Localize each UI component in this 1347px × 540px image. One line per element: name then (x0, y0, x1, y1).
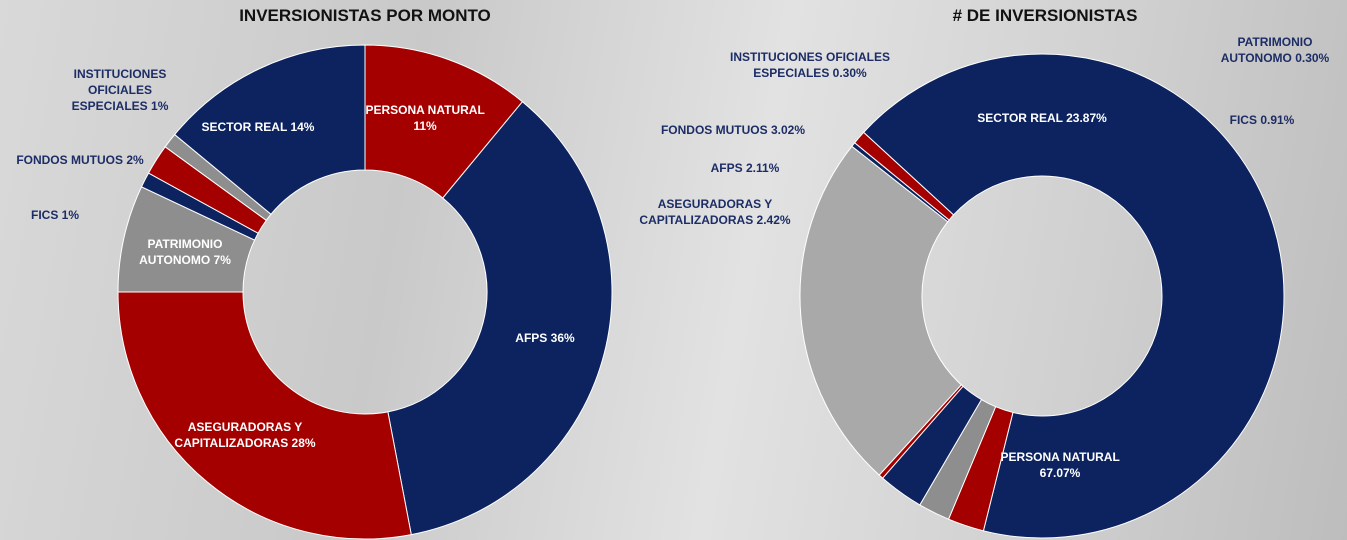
category-label: SECTOR REAL (201, 120, 288, 134)
value-label: 14% (290, 120, 315, 134)
data-label: INSTITUCIONES OFICIALES ESPECIALES 1% (50, 66, 190, 114)
data-label: SECTOR REAL 14% (193, 119, 323, 135)
value-label: 67.07% (1039, 466, 1081, 480)
value-label: 7% (213, 253, 231, 267)
value-label: 0.30% (1295, 51, 1330, 65)
value-label: 0.30% (832, 66, 867, 80)
data-label: AFPS 2.11% (700, 160, 790, 176)
category-label: FONDOS MUTUOS (16, 153, 123, 167)
chart-title: # DE INVERSIONISTAS (952, 6, 1138, 25)
chart-title: INVERSIONISTAS POR MONTO (239, 6, 491, 25)
data-label: FICS 0.91% (1217, 112, 1307, 128)
value-label: 28% (291, 436, 316, 450)
category-label: ASEGURADORAS Y CAPITALIZADORAS (639, 197, 773, 227)
donut-slice (863, 53, 1285, 539)
value-label: 2.11% (745, 161, 780, 175)
donut-slice (117, 291, 412, 540)
donut-slice (173, 44, 366, 215)
data-label: PATRIMONIO AUTONOMO 0.30% (1205, 34, 1345, 66)
data-label: ASEGURADORAS Y CAPITALIZADORAS 2.42% (630, 196, 800, 228)
data-label: PERSONA NATURAL 11% (355, 102, 495, 134)
category-label: FICS (1229, 113, 1257, 127)
category-label: INSTITUCIONES OFICIALES ESPECIALES (729, 50, 890, 80)
category-label: PATRIMONIO AUTONOMO (1220, 35, 1313, 65)
data-label: PERSONA NATURAL 67.07% (980, 449, 1140, 481)
category-label: AFPS (710, 161, 743, 175)
data-label: PATRIMONIO AUTONOMO 7% (125, 236, 245, 268)
value-label: 2% (126, 153, 144, 167)
category-label: PATRIMONIO AUTONOMO (139, 237, 223, 267)
category-label: INSTITUCIONES OFICIALES ESPECIALES (71, 67, 167, 113)
data-label: FONDOS MUTUOS 2% (15, 152, 145, 168)
data-label: FONDOS MUTUOS 3.02% (658, 122, 808, 138)
data-label: INSTITUCIONES OFICIALES ESPECIALES 0.30% (720, 49, 900, 81)
data-label: ASEGURADORAS Y CAPITALIZADORAS 28% (170, 419, 320, 451)
donut-slice (799, 145, 962, 476)
value-label: 11% (413, 119, 437, 133)
category-label: PERSONA NATURAL (365, 103, 485, 117)
donut-slice (387, 100, 613, 536)
category-label: SECTOR REAL (977, 111, 1063, 125)
category-label: PERSONA NATURAL (1000, 450, 1120, 464)
value-label: 0.91% (1260, 113, 1295, 127)
data-label: AFPS 36% (505, 330, 585, 346)
value-label: 23.87% (1066, 111, 1107, 125)
data-label: SECTOR REAL 23.87% (942, 110, 1142, 126)
value-label: 1% (151, 99, 169, 113)
data-label: FICS 1% (20, 207, 90, 223)
category-label: FONDOS MUTUOS (660, 123, 768, 137)
category-label: ASEGURADORAS Y CAPITALIZADORAS (174, 420, 303, 450)
value-label: 2.42% (756, 213, 791, 227)
value-label: 3.02% (770, 123, 806, 137)
value-label: 1% (61, 208, 80, 222)
category-label: AFPS (515, 331, 548, 345)
value-label: 36% (550, 331, 575, 345)
category-label: FICS (30, 208, 59, 222)
